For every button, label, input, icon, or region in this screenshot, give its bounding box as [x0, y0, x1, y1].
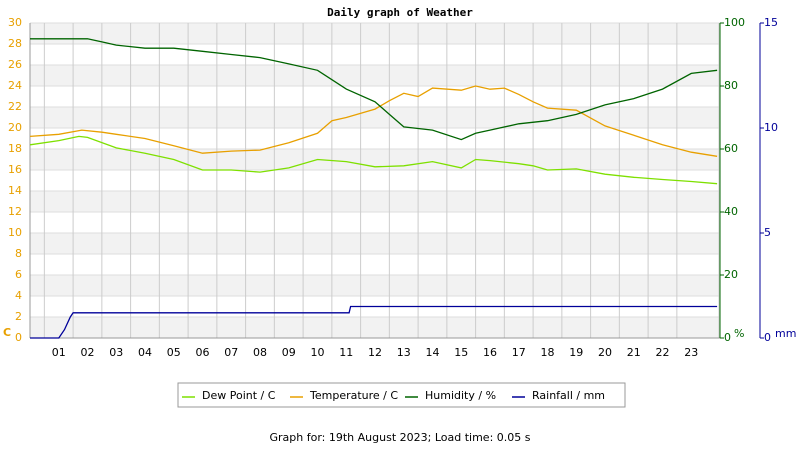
y2-tick-label: 100	[724, 16, 745, 29]
legend-label: Temperature / C	[309, 389, 398, 402]
y2-axis-label: %	[734, 327, 744, 340]
band	[30, 65, 720, 86]
y-tick-label: 6	[15, 268, 22, 281]
band	[30, 107, 720, 128]
y-tick-label: 28	[8, 37, 22, 50]
x-tick-label: 14	[426, 346, 440, 359]
x-tick-label: 19	[569, 346, 583, 359]
x-tick-label: 11	[339, 346, 353, 359]
y3-tick-label: 0	[764, 331, 771, 344]
y2-tick-label: 40	[724, 205, 738, 218]
x-tick-label: 03	[109, 346, 123, 359]
x-tick-label: 09	[282, 346, 296, 359]
x-tick-label: 15	[454, 346, 468, 359]
y-tick-label: 12	[8, 205, 22, 218]
x-tick-label: 21	[627, 346, 641, 359]
x-tick-label: 20	[598, 346, 612, 359]
y-tick-label: 18	[8, 142, 22, 155]
series-line	[30, 305, 718, 339]
x-tick-label: 12	[368, 346, 382, 359]
y3-tick-label: 5	[764, 226, 771, 239]
y-tick-label: 16	[8, 163, 22, 176]
x-tick-label: 01	[52, 346, 66, 359]
y-tick-label: 14	[8, 184, 22, 197]
x-tick-label: 08	[253, 346, 267, 359]
y-tick-label: 4	[15, 289, 22, 302]
legend-label: Dew Point / C	[202, 389, 276, 402]
band	[30, 23, 720, 44]
series-line	[30, 38, 718, 141]
y2-tick-label: 20	[724, 268, 738, 281]
x-tick-label: 10	[311, 346, 325, 359]
x-tick-label: 17	[512, 346, 526, 359]
series-line	[29, 85, 718, 157]
x-tick-label: 13	[397, 346, 411, 359]
legend-label: Humidity / %	[425, 389, 496, 402]
y-tick-label: 30	[8, 16, 22, 29]
x-tick-label: 23	[684, 346, 698, 359]
footer: Graph for: 19th August 2023; Load time: …	[270, 431, 531, 444]
y-tick-label: 24	[8, 79, 22, 92]
y-tick-label: 26	[8, 58, 22, 71]
y-tick-label: 20	[8, 121, 22, 134]
x-tick-label: 06	[196, 346, 210, 359]
y2-tick-label: 60	[724, 142, 738, 155]
x-tick-label: 02	[81, 346, 95, 359]
x-tick-label: 18	[541, 346, 555, 359]
x-tick-label: 07	[224, 346, 238, 359]
x-tick-label: 16	[483, 346, 497, 359]
x-tick-label: 04	[138, 346, 152, 359]
x-tick-label: 05	[167, 346, 181, 359]
band	[30, 191, 720, 212]
band	[30, 275, 720, 296]
y-tick-label: 0	[15, 331, 22, 344]
band	[30, 233, 720, 254]
band	[30, 317, 720, 338]
y-tick-label: 10	[8, 226, 22, 239]
y2-tick-label: 80	[724, 79, 738, 92]
legend-box	[177, 382, 626, 408]
y-axis-label: C	[3, 326, 11, 339]
x-tick-label: 22	[656, 346, 670, 359]
chart-title: Daily graph of Weather	[327, 6, 473, 19]
y-tick-label: 22	[8, 100, 22, 113]
legend-label: Rainfall / mm	[532, 389, 605, 402]
series-line	[29, 135, 718, 185]
y2-tick-label: 0	[724, 331, 731, 344]
y3-tick-label: 15	[764, 16, 778, 29]
y-tick-label: 8	[15, 247, 22, 260]
band	[30, 149, 720, 170]
y3-axis-label: mm	[775, 327, 796, 340]
y-tick-label: 2	[15, 310, 22, 323]
y3-tick-label: 10	[764, 121, 778, 134]
